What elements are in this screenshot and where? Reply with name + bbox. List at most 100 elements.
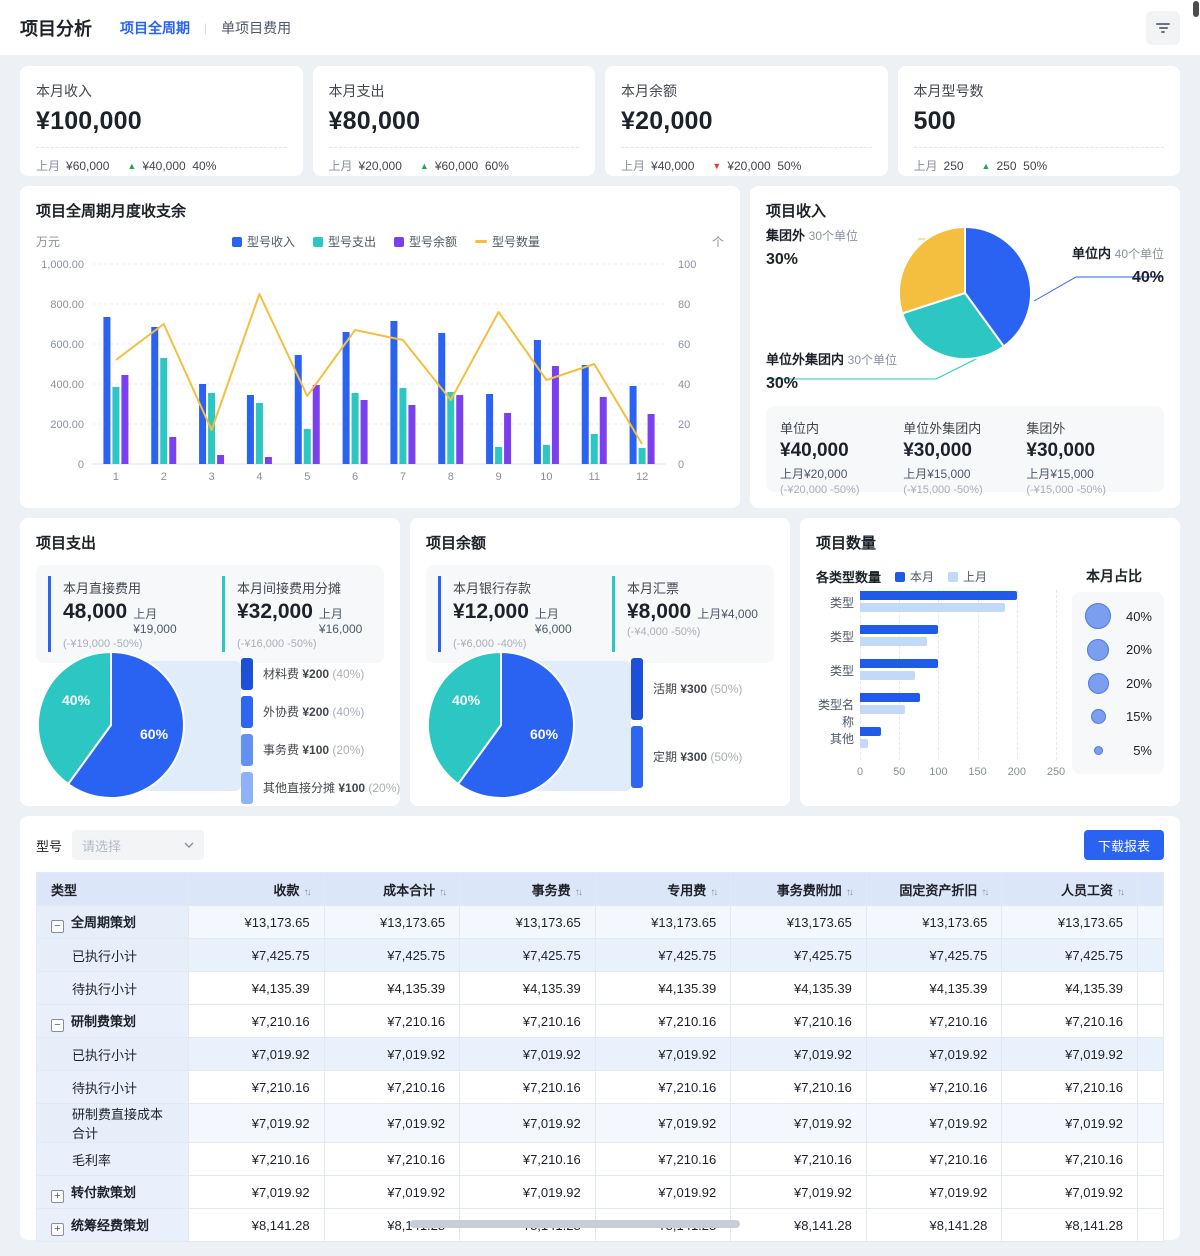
quantity-legend-item-0[interactable]: 本月 <box>895 568 934 585</box>
balance-card: 项目余额 本月银行存款 ¥12,000 上月¥6,000 (-¥6,000 -4… <box>410 518 790 806</box>
row-header-cell: + 转付款策划 <box>36 1175 189 1209</box>
prev-month-bar <box>860 637 927 646</box>
collapse-icon[interactable]: − <box>51 919 64 933</box>
income-callout-2: 单位外集团内 30个单位 30% <box>766 349 897 393</box>
combo-legend-item-3[interactable]: 型号数量 <box>475 233 540 250</box>
table-cell: ¥7,210.16 <box>730 1004 867 1038</box>
kpi-delta: ¥60,000 60% <box>434 158 509 173</box>
sort-icon[interactable]: ↑↓ <box>574 886 583 898</box>
ratio-pct: 5% <box>1133 742 1152 758</box>
callout-pct: 30% <box>766 251 799 268</box>
col-header-3[interactable]: 事务费 ↑↓ <box>459 872 596 906</box>
trend-down-icon: ▼ <box>712 160 722 171</box>
table-row-5[interactable]: 待执行小计 ¥7,210.16 ¥7,210.16 ¥7,210.16 ¥7,210.… <box>36 1070 1164 1104</box>
table-row-6[interactable]: 研制费直接成本合计 ¥7,019.92 ¥7,019.92 ¥7,019.92 ¥7,… <box>36 1103 1164 1143</box>
col-header-7[interactable]: 人员工资 ↑↓ <box>1001 872 1138 906</box>
ratio-item-2: 20% <box>1084 667 1152 699</box>
kpi-card-2: 本月余额 ¥20,000 上月 ¥40,000 ▼ ¥20,000 50% <box>605 66 888 176</box>
sort-icon[interactable]: ↑↓ <box>710 886 718 898</box>
table-row-1[interactable]: 已执行小计 ¥7,425.75 ¥7,425.75 ¥7,425.75 ¥7,425.… <box>36 938 1164 972</box>
stat-value: 48,000 <box>63 600 128 623</box>
table-cell-empty <box>1137 1175 1164 1209</box>
top-bar: 项目分析 项目全周期 | 单项目费用 <box>0 0 1200 55</box>
sort-icon[interactable]: ↑↓ <box>1117 886 1125 898</box>
quantity-row-0: 类型 <box>816 590 1056 614</box>
income-stat-0: 单位内 ¥40,000 上月¥20,000 (-¥20,000 -50%) <box>780 418 903 496</box>
table-cell: ¥8,141.28 <box>1001 1208 1138 1242</box>
row-name: 转付款策划 <box>71 1184 137 1200</box>
table-row-0[interactable]: − 全周期策划 ¥13,173.65 ¥13,173.65 ¥13,173.65 ¥13… <box>36 905 1164 939</box>
kpi-row: 本月收入 ¥100,000 上月 ¥60,000 ▲ ¥40,000 40% 本… <box>20 66 1180 176</box>
svg-text:11: 11 <box>589 471 600 483</box>
model-select[interactable]: 请选择 <box>72 830 205 860</box>
income-stat-1: 单位外集团内 ¥30,000 上月¥15,000 (-¥15,000 -50%) <box>903 418 1026 496</box>
page-scrollbar-thumb[interactable] <box>1193 1 1199 17</box>
col-header-6[interactable]: 固定资产折旧 ↑↓ <box>865 872 1003 906</box>
trend-up-icon: ▲ <box>981 160 991 171</box>
current-month-bar <box>860 727 882 736</box>
table-row-4[interactable]: 已执行小计 ¥7,019.92 ¥7,019.92 ¥7,019.92 ¥7,019.… <box>36 1037 1164 1071</box>
tab-divider: | <box>204 20 208 35</box>
kpi-prev-value: ¥60,000 <box>66 158 110 173</box>
balance-stats: 本月银行存款 ¥12,000 上月¥6,000 (-¥6,000 -40%) 本… <box>426 565 774 663</box>
sort-icon[interactable]: ↑↓ <box>845 886 854 898</box>
callout-units: 30个单位 <box>808 229 858 243</box>
svg-text:400.00: 400.00 <box>50 379 84 391</box>
sort-icon[interactable]: ↑↓ <box>439 886 447 898</box>
expand-icon[interactable]: + <box>51 1189 64 1203</box>
row-name: 待执行小计 <box>72 1080 138 1096</box>
table-cell: ¥7,019.92 <box>188 1103 325 1143</box>
col-header-1[interactable]: 收款 ↑↓ <box>188 872 325 906</box>
col-header-4[interactable]: 专用费 ↑↓ <box>594 872 732 906</box>
quantity-legend-item-1[interactable]: 上月 <box>948 568 987 585</box>
filter-button[interactable] <box>1146 11 1180 45</box>
table-row-8[interactable]: + 转付款策划 ¥7,019.92 ¥7,019.92 ¥7,019.92 ¥7,019… <box>36 1175 1164 1209</box>
stat-value: ¥32,000 <box>237 600 313 623</box>
table-cell: ¥4,135.39 <box>594 971 732 1005</box>
legend-text: 其他直接分摊 ¥100 (20%) <box>263 781 401 795</box>
combo-legend-item-0[interactable]: 型号收入 <box>231 233 295 250</box>
expense-legend-item-3: 其他直接分摊 ¥100 (20%) <box>241 770 400 805</box>
stat-delta: (-¥15,000 -50%) <box>1026 484 1106 496</box>
table-cell: ¥7,019.92 <box>323 1037 461 1071</box>
col-header-0: 类型 <box>36 872 189 906</box>
collapse-icon[interactable]: − <box>51 1018 64 1032</box>
row-name: 研制费直接成本合计 <box>72 1107 164 1141</box>
col-header-2[interactable]: 成本合计 ↑↓ <box>323 872 461 906</box>
combo-legend-item-2[interactable]: 型号余额 <box>394 233 457 250</box>
kpi-label: 本月型号数 <box>913 83 984 99</box>
table-cell: ¥7,210.16 <box>1001 1070 1138 1104</box>
table-cell: ¥7,019.92 <box>594 1103 732 1143</box>
table-row-2[interactable]: 待执行小计 ¥4,135.39 ¥4,135.39 ¥4,135.39 ¥4,135.… <box>36 971 1164 1005</box>
table-row-9[interactable]: + 统筹经费策划 ¥8,141.28 ¥8,141.28 ¥8,141.28 ¥8,14… <box>36 1208 1164 1242</box>
expand-icon[interactable]: + <box>51 1222 64 1236</box>
col-header-5[interactable]: 事务费附加 ↑↓ <box>730 872 867 906</box>
table-row-7[interactable]: 毛利率 ¥7,210.16 ¥7,210.16 ¥7,210.16 ¥7,210.16… <box>36 1142 1164 1176</box>
table-row-3[interactable]: − 研制费策划 ¥7,210.16 ¥7,210.16 ¥7,210.16 ¥7,210… <box>36 1004 1164 1038</box>
table-cell: ¥7,019.92 <box>1001 1037 1138 1071</box>
tab-1[interactable]: 单项目费用 <box>221 19 292 36</box>
table-cell: ¥7,019.92 <box>865 1103 1003 1143</box>
ratio-item-4: 5% <box>1084 734 1152 766</box>
kpi-card-0: 本月收入 ¥100,000 上月 ¥60,000 ▲ ¥40,000 40% <box>20 66 303 176</box>
col-header-empty <box>1137 872 1164 906</box>
expense-stat-1: 本月间接费用分摊 ¥32,000 上月¥16,000 (-¥16,000 -50… <box>222 576 384 652</box>
table-horizontal-scrollbar[interactable] <box>410 1220 740 1228</box>
sort-icon[interactable]: ↑↓ <box>303 886 312 898</box>
legend-bar-swatch <box>631 657 643 720</box>
income-title: 项目收入 <box>766 203 827 220</box>
download-report-button[interactable]: 下载报表 <box>1083 830 1164 860</box>
combo-legend-item-1[interactable]: 型号支出 <box>312 233 376 250</box>
ratio-item-0: 40% <box>1084 600 1152 632</box>
table-cell: ¥7,210.16 <box>1001 1142 1138 1176</box>
sort-icon[interactable]: ↑↓ <box>981 886 989 898</box>
cost-table-body: − 全周期策划 ¥13,173.65 ¥13,173.65 ¥13,173.65 ¥13… <box>36 905 1164 1242</box>
table-cell-empty <box>1137 971 1164 1005</box>
kpi-value: 500 <box>913 107 956 135</box>
tab-0[interactable]: 项目全周期 <box>120 19 190 36</box>
svg-text:40: 40 <box>678 379 690 391</box>
table-cell-empty <box>1137 905 1164 939</box>
table-cell: ¥8,141.28 <box>730 1208 867 1242</box>
table-cell: ¥13,173.65 <box>594 905 732 939</box>
svg-text:4: 4 <box>256 471 262 483</box>
